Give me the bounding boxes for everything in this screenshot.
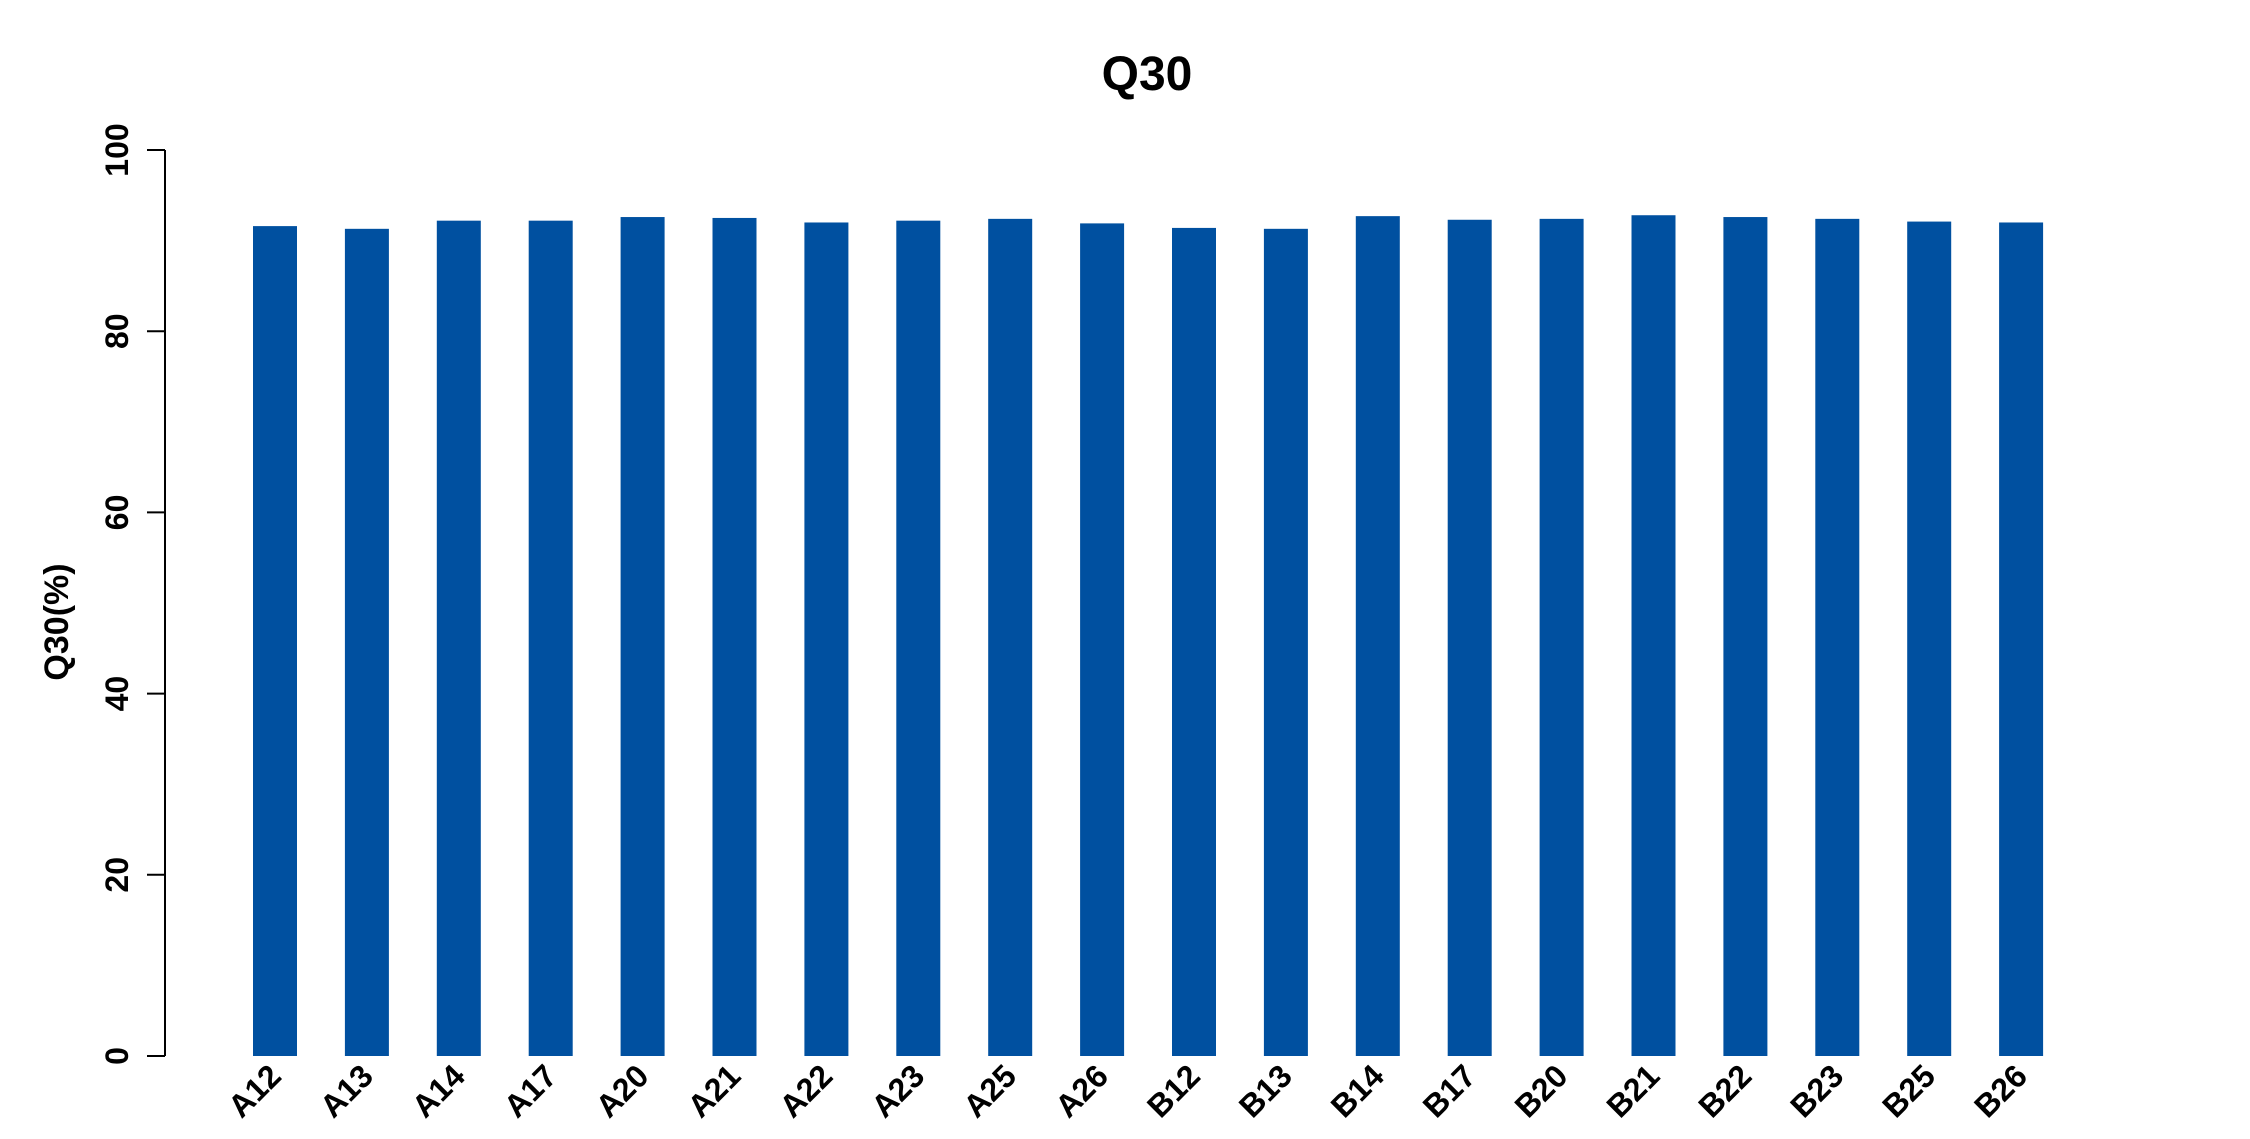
x-tick-label: A22 xyxy=(772,1057,839,1124)
y-tick-label: 0 xyxy=(99,1047,135,1065)
x-tick-label: A21 xyxy=(680,1057,747,1124)
x-tick-label: B17 xyxy=(1416,1057,1483,1124)
x-tick-label: A17 xyxy=(497,1057,564,1124)
x-tick-label: A20 xyxy=(589,1057,656,1124)
x-tick-label: A26 xyxy=(1048,1057,1115,1124)
bar-a25 xyxy=(988,218,1033,1056)
y-axis-ticks: 0 20 40 60 80 100 xyxy=(99,123,165,1065)
bar-a23 xyxy=(896,220,941,1057)
x-tick-label: A23 xyxy=(864,1057,931,1124)
x-axis-labels: A12 A13 A14 A17 A20 A21 A22 A23 A25 A26 B12 B13 B14 B… xyxy=(221,1057,2034,1124)
bar-b17 xyxy=(1447,219,1492,1057)
x-tick-label: B22 xyxy=(1691,1057,1758,1124)
bars-group xyxy=(253,215,2044,1057)
y-tick-label: 100 xyxy=(99,123,135,176)
bar-a13 xyxy=(344,228,389,1056)
bar-b26 xyxy=(1999,222,2044,1057)
bar-b13 xyxy=(1263,228,1308,1056)
bar-b14 xyxy=(1355,216,1400,1056)
x-tick-label: B12 xyxy=(1140,1057,1207,1124)
bar-b25 xyxy=(1907,221,1952,1057)
x-tick-label: B25 xyxy=(1875,1057,1942,1124)
x-tick-label: B26 xyxy=(1967,1057,2034,1124)
bar-b23 xyxy=(1815,218,1860,1056)
bar-a21 xyxy=(712,217,757,1056)
x-tick-label: A25 xyxy=(956,1057,1023,1124)
x-tick-label: B14 xyxy=(1324,1057,1391,1124)
y-axis-label: Q30(%) xyxy=(38,563,76,680)
x-tick-label: B13 xyxy=(1232,1057,1299,1124)
bar-b22 xyxy=(1723,217,1768,1056)
bar-b20 xyxy=(1539,218,1584,1056)
bar-a22 xyxy=(804,222,849,1057)
bar-a14 xyxy=(436,220,481,1057)
bar-a20 xyxy=(620,217,665,1056)
y-tick-label: 40 xyxy=(99,676,135,712)
x-tick-label: A12 xyxy=(221,1057,288,1124)
bar-a17 xyxy=(528,220,573,1057)
x-tick-label: A13 xyxy=(313,1057,380,1124)
y-tick-label: 60 xyxy=(99,495,135,531)
bar-a26 xyxy=(1080,223,1125,1057)
x-tick-label: B20 xyxy=(1508,1057,1575,1124)
y-tick-label: 20 xyxy=(99,857,135,893)
y-tick-label: 80 xyxy=(99,313,135,349)
bar-b21 xyxy=(1631,215,1676,1056)
bar-a12 xyxy=(253,226,297,1056)
x-tick-label: B23 xyxy=(1783,1057,1850,1124)
x-tick-label: B21 xyxy=(1599,1057,1666,1124)
bar-b12 xyxy=(1172,227,1216,1056)
x-tick-label: A14 xyxy=(405,1057,472,1124)
chart-title: Q30 xyxy=(1102,48,1193,101)
